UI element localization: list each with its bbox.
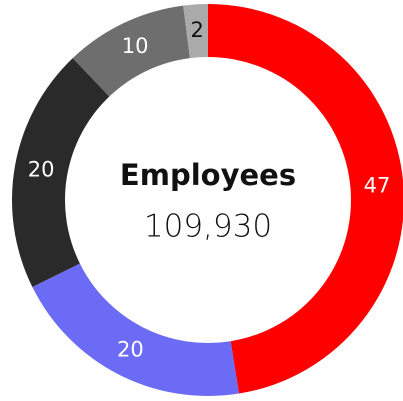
segment-label: 47 xyxy=(364,174,391,198)
donut: 47 20 20 10 2 xyxy=(11,4,403,397)
donut-segment xyxy=(72,5,190,97)
donut-segment xyxy=(32,263,239,397)
donut-segment xyxy=(11,58,110,288)
center-value: 109,930 xyxy=(144,209,272,245)
donut-segment xyxy=(183,4,208,59)
segment-label: 20 xyxy=(117,338,144,362)
segment-label: 20 xyxy=(28,158,55,182)
segment-label: 10 xyxy=(122,34,149,58)
donut-segment xyxy=(208,4,403,394)
segment-label: 2 xyxy=(191,18,204,42)
center-title: Employees xyxy=(120,158,296,192)
